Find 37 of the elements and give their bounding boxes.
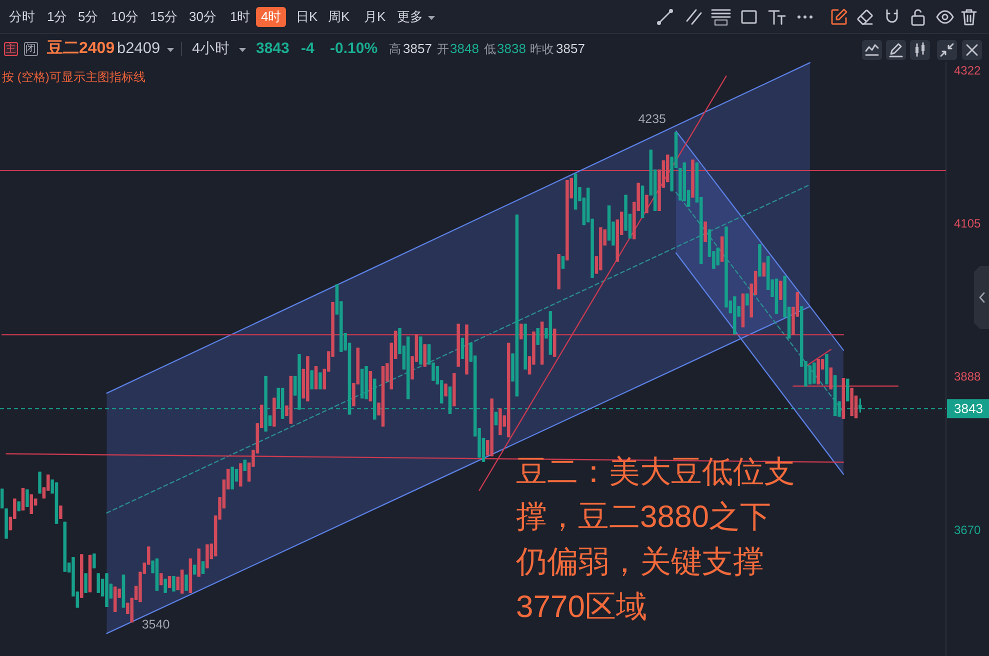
text: 分时 [9, 9, 35, 24]
text: 日K [296, 9, 318, 24]
text: -4 [301, 40, 314, 57]
text: 周K [328, 9, 350, 24]
text: 3848 [450, 41, 479, 56]
text: 3857 [403, 41, 432, 56]
y-tick-label: 4322 [954, 63, 982, 78]
text: 3857 [556, 41, 585, 56]
text: 开 [437, 42, 449, 56]
annotation: 豆二：美大豆低位支撑，豆二3880之下仍偏弱，关键支撑3770区域 [516, 454, 795, 624]
text: 10分 [111, 9, 138, 24]
annotation: 3540 [142, 618, 170, 632]
ref-line-label: 3843 [954, 400, 983, 416]
text: 4小时 [192, 41, 230, 57]
annotation: 按 (空格)可显示主图指标线 [2, 70, 146, 84]
text: 4时 [261, 9, 282, 24]
y-tick-label: 3888 [954, 369, 982, 384]
text: 5分 [78, 9, 98, 24]
text: 低 [484, 42, 496, 56]
text: 3843 [256, 40, 290, 57]
annotation: 4235 [638, 112, 666, 126]
y-tick-label: 3670 [954, 522, 982, 537]
y-tick-label: 4105 [954, 216, 982, 230]
chart-subtitle: b2409 [117, 40, 160, 57]
text: 1分 [47, 9, 68, 24]
text: 高 [389, 42, 401, 56]
text: 月K [364, 9, 386, 24]
chart-title: 豆二2409 [47, 40, 115, 57]
text: 更多 [397, 9, 423, 24]
text: 15分 [150, 9, 178, 24]
text: -0.10% [330, 40, 378, 57]
text: 昨收 [530, 42, 554, 56]
text: 1时 [230, 9, 250, 24]
text: 3838 [497, 41, 526, 56]
text: 30分 [189, 9, 216, 24]
text: 闭 [26, 43, 36, 55]
text: 主 [6, 43, 16, 55]
